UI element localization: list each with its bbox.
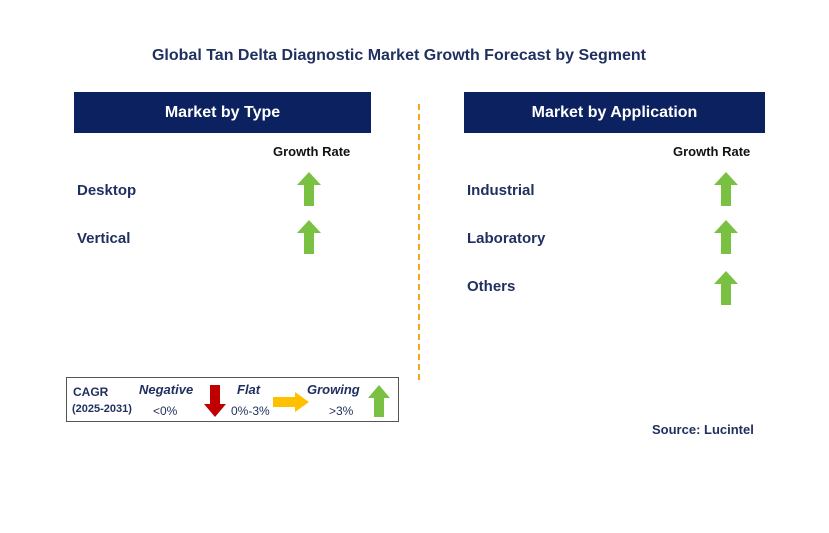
up-arrow-icon [714,172,738,206]
source-note: Source: Lucintel [652,422,754,437]
up-arrow-icon [297,220,321,254]
row-label-desktop: Desktop [77,182,137,199]
legend-negative-label: Negative [139,382,194,397]
legend-growing-range: >3% [329,404,354,418]
row-label-laboratory: Laboratory [467,230,546,247]
legend-flat-range: 0%-3% [231,404,270,418]
legend-negative-range: <0% [153,404,178,418]
up-arrow-icon [714,220,738,254]
legend-box: CAGR (2025-2031) Negative <0% Flat 0%-3%… [66,377,399,422]
growth-rate-label-type: Growth Rate [273,144,351,159]
legend-growing-label: Growing [307,382,360,397]
panel-divider [418,104,420,380]
up-arrow-icon [714,271,738,305]
row-label-others: Others [467,278,516,295]
down-arrow-icon [204,385,226,417]
legend-cagr-label: CAGR [73,385,109,399]
chart-title: Global Tan Delta Diagnostic Market Growt… [151,47,647,64]
up-arrow-icon [368,385,390,417]
legend-flat-label: Flat [237,382,261,397]
panel-header-application: Market by Application [464,92,765,133]
row-label-vertical: Vertical [77,230,131,247]
up-arrow-icon [297,172,321,206]
panel-header-type: Market by Type [74,92,371,133]
growth-rate-label-application: Growth Rate [673,144,751,159]
right-arrow-icon [273,392,309,412]
row-label-industrial: Industrial [467,182,535,199]
legend-period: (2025-2031) [72,403,132,415]
